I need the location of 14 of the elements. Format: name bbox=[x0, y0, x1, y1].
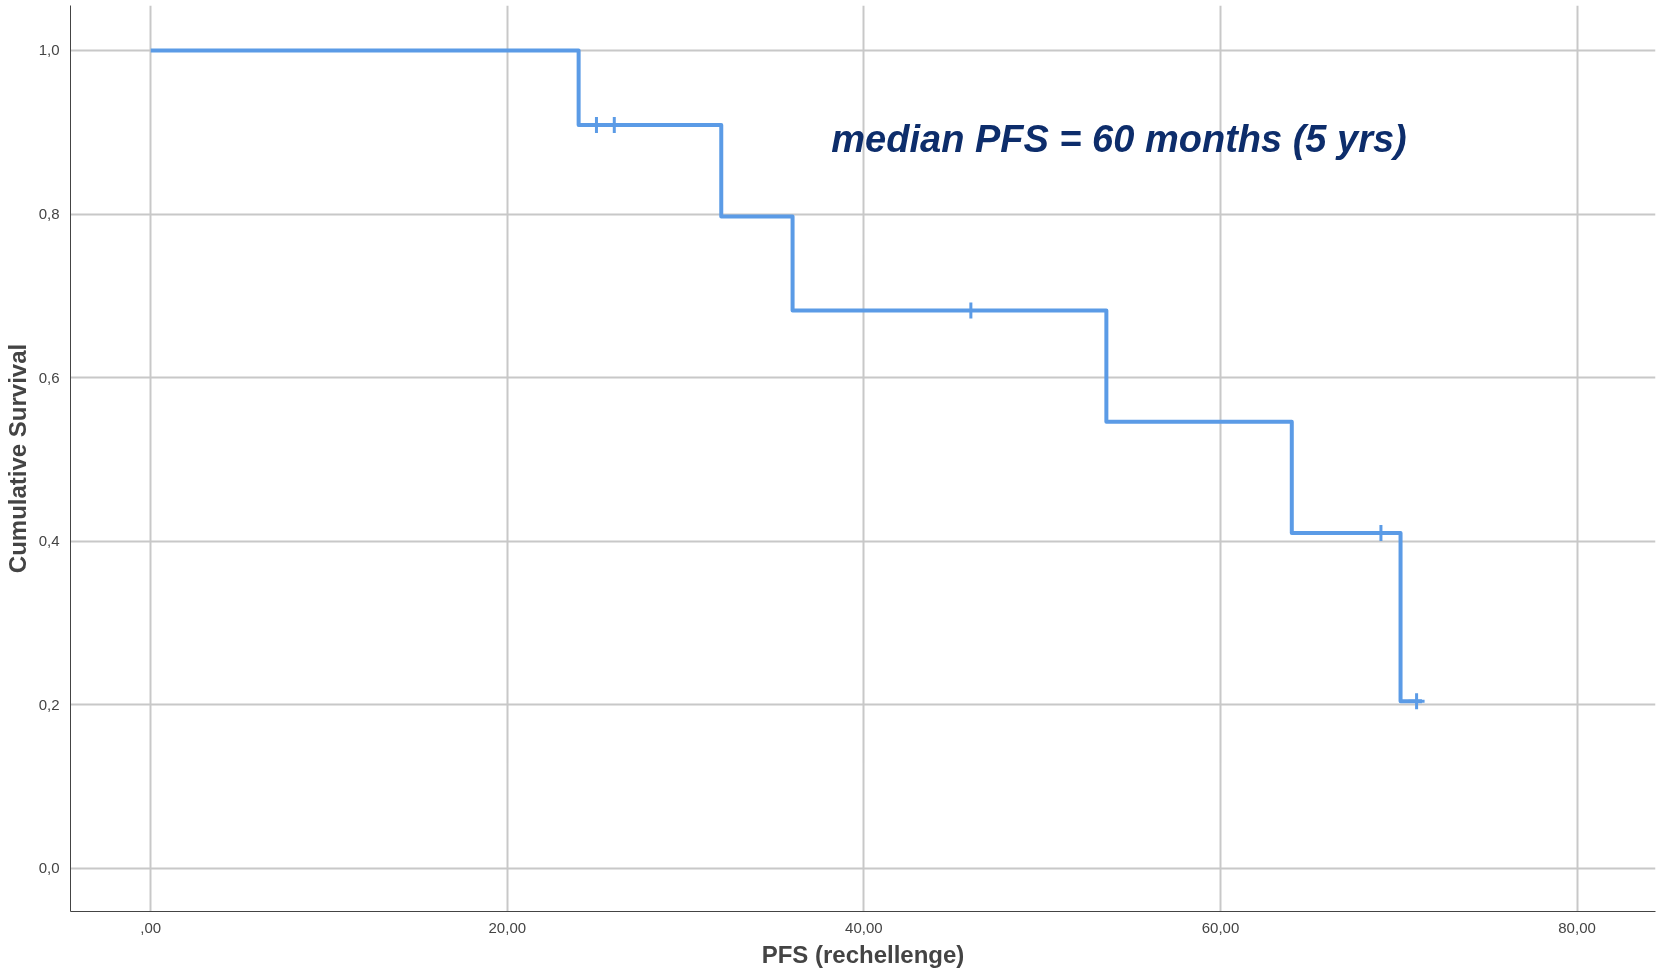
y-tick-label: 0,8 bbox=[38, 205, 60, 223]
y-tick-label: 0,4 bbox=[38, 532, 60, 550]
annotation: median PFS = 60 months (5 yrs) bbox=[831, 117, 1407, 160]
x-tick-label: 80,00 bbox=[1558, 918, 1596, 936]
x-tick-label: ,00 bbox=[140, 918, 162, 936]
y-tick-label: 1,0 bbox=[38, 41, 60, 59]
x-tick-label: 20,00 bbox=[488, 918, 527, 936]
y-tick-label: 0,0 bbox=[38, 859, 60, 877]
y-tick-label: 0,6 bbox=[38, 368, 60, 386]
y-tick-label: 0,2 bbox=[38, 695, 60, 713]
x-tick-label: 60,00 bbox=[1201, 918, 1240, 936]
x-tick-label: 40,00 bbox=[845, 918, 883, 936]
x-axis-title: PFS (rechellenge) bbox=[761, 940, 965, 968]
y-axis-title: Cumulative Survival bbox=[3, 343, 31, 574]
